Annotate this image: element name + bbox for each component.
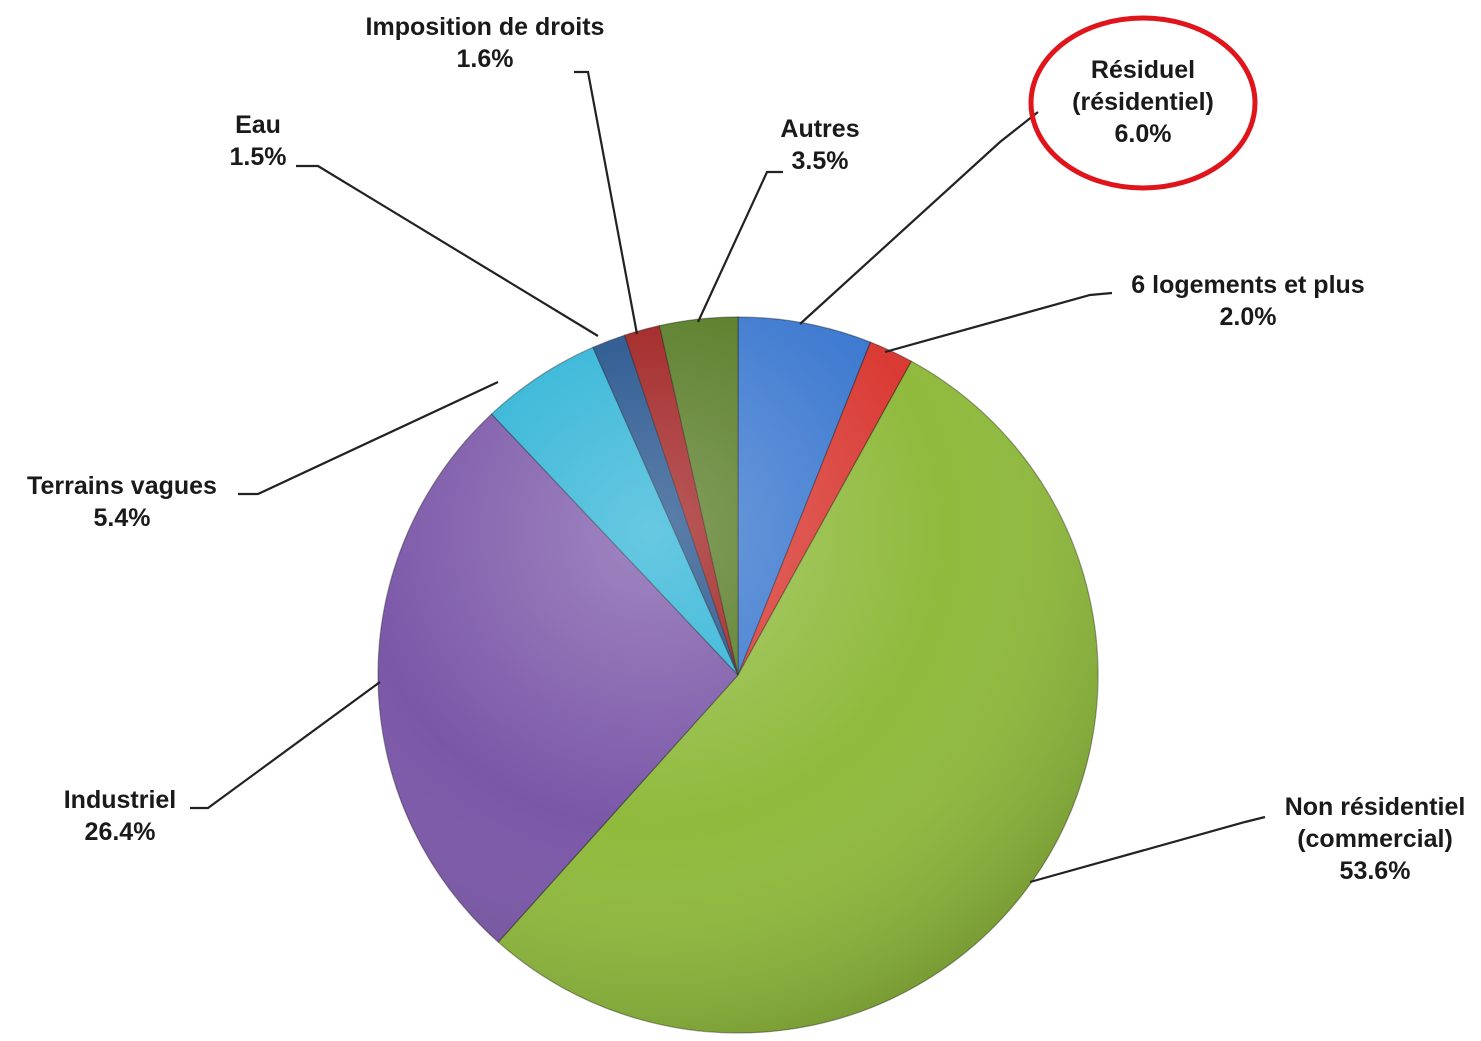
leader-line-3 <box>1029 815 1266 884</box>
slice-labels: Résiduel (résidentiel) 6.0% 6 logements et … <box>27 13 1465 885</box>
slice-label-8: Autres 3.5% <box>780 115 859 175</box>
slice-label-3: Non résidentiel (commercial) 53.6% <box>1285 793 1466 885</box>
leader-lines <box>190 70 1266 884</box>
leader-line-2 <box>884 291 1113 354</box>
leader-line-4 <box>190 681 381 810</box>
leader-line-7 <box>574 70 639 335</box>
pie-slices <box>377 316 1099 1034</box>
slice-label-5: Terrains vagues 5.4% <box>27 472 217 532</box>
slice-label-1: Résiduel (résidentiel) 6.0% <box>1072 56 1214 148</box>
slice-label-7: Imposition de droits 1.6% <box>366 13 605 73</box>
slice-label-4: Industriel 26.4% <box>64 786 177 846</box>
highlight-circle <box>1028 15 1258 191</box>
slice-label-6: Eau 1.5% <box>230 111 287 171</box>
leader-line-1 <box>799 111 1039 325</box>
slice-label-2: 6 logements et plus 2.0% <box>1131 271 1364 331</box>
leader-line-5 <box>238 381 499 496</box>
leader-line-8 <box>697 170 783 323</box>
leader-line-6 <box>296 164 599 337</box>
